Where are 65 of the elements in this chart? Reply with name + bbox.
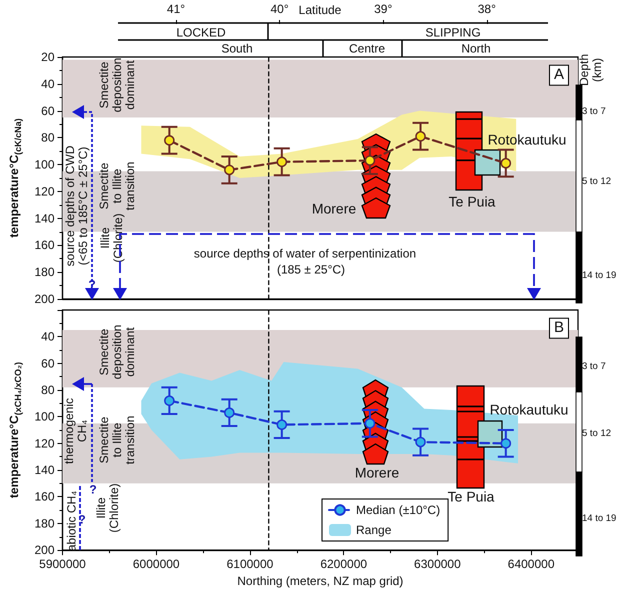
y-tick-label: 80 <box>41 383 55 398</box>
y-tick-label: 120 <box>34 184 55 198</box>
text: 5 to 12 <box>582 428 612 440</box>
annotation: Depth (km) <box>576 52 604 88</box>
x-tick-label: 6400000 <box>508 557 555 572</box>
annotation: Smectite to Illite transition <box>97 414 138 466</box>
annotation: Smectite to Illite transition <box>97 160 138 212</box>
y-tick-label: 80 <box>41 130 55 145</box>
legend-label: Range <box>356 523 392 537</box>
text: South <box>221 41 253 56</box>
y-tick-label: 120 <box>34 436 55 450</box>
x2-axis-title: Latitude <box>298 3 342 17</box>
x-tick-label: 6300000 <box>414 557 462 572</box>
annotation: Rotokautuku <box>490 401 568 418</box>
x-tick-label: 5900000 <box>39 557 86 572</box>
x-axis-title: Northing (meters, NZ map grid) <box>237 574 404 588</box>
annotation: Illite (Chlorite) <box>98 212 126 265</box>
text: Centre <box>348 41 386 56</box>
y-tick-label: 20 <box>41 50 55 64</box>
annotation: Te Puia <box>448 488 494 505</box>
text: SLIPPING <box>425 25 481 40</box>
y-axis-title: temperature°C(xCH₄/xCO₂) <box>7 362 23 498</box>
y-tick-label: 200 <box>34 543 55 558</box>
y-tick-label: 40 <box>41 76 55 91</box>
x-tick-label: 6200000 <box>320 557 368 572</box>
y-axis-title: temperature°C(cK/cNa) <box>7 118 23 238</box>
annotation: Smectite deposition dominant <box>97 324 138 382</box>
text: LOCKED <box>176 25 226 40</box>
annotation: source depths of water of serpentinization <box>194 246 416 261</box>
y-tick-label: 180 <box>34 516 55 530</box>
annotation: source depths of CWD (<65 to 185°C ± 25°C) <box>62 144 90 268</box>
y-tick-label: 180 <box>34 265 55 280</box>
y-tick-label: 140 <box>34 463 55 478</box>
text: 5 to 12 <box>582 176 612 188</box>
annotation: thermogenic CH₄ <box>62 396 90 466</box>
x2-tick-label: 38° <box>478 2 496 16</box>
annotation: Rotokautuku <box>488 131 566 148</box>
text: 3 to 7 <box>582 360 606 372</box>
y-tick-label: 40 <box>41 330 55 344</box>
annotation: Morere <box>312 200 356 217</box>
annotation: Morere <box>354 464 400 481</box>
y-tick-label: 60 <box>41 356 55 370</box>
text: 14 to 19 <box>582 512 616 524</box>
annotation: (185 ± 25°C) <box>276 262 346 277</box>
annotation: Smectite deposition dominant <box>97 56 138 114</box>
y-tick-label: 200 <box>34 292 55 306</box>
y-tick-label: 160 <box>34 238 55 252</box>
y-tick-label: 140 <box>34 211 55 226</box>
y-tick-label: 100 <box>34 410 55 424</box>
y-tick-label: 160 <box>34 490 55 504</box>
annotation: ? <box>89 482 97 497</box>
text: North <box>461 41 491 56</box>
x2-tick-label: 40° <box>270 2 289 16</box>
text: 3 to 7 <box>582 106 606 118</box>
annotation: Te Puia <box>448 193 496 210</box>
legend-label: Median (±10°C) <box>356 503 440 517</box>
x-tick-label: 6100000 <box>226 557 274 572</box>
text: 14 to 19 <box>582 270 616 282</box>
annotation: A <box>548 64 570 86</box>
x2-tick-label: 39° <box>374 2 392 16</box>
x-tick-label: 6000000 <box>132 557 180 572</box>
y-tick-label: 100 <box>34 158 55 172</box>
annotation: B <box>548 318 570 338</box>
x2-tick-label: 41° <box>166 2 186 16</box>
y-tick-label: 60 <box>41 104 55 118</box>
